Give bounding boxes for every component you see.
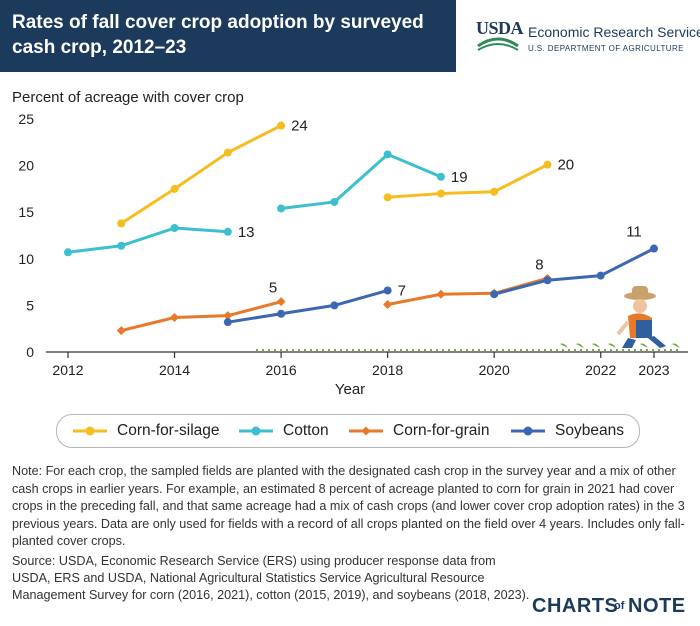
data-point-cotton	[64, 248, 72, 257]
chart-source: Source: USDA, Economic Research Service …	[12, 554, 530, 602]
legend-swatch-cotton	[239, 426, 273, 436]
data-point-soybeans	[543, 276, 552, 285]
data-point-corn-for-grain	[170, 313, 180, 323]
y-tick-label: 25	[18, 111, 34, 127]
data-point-corn-for-grain	[223, 311, 233, 321]
end-label-cotton: 13	[238, 224, 255, 241]
x-tick-label: 2023	[638, 362, 669, 378]
series-lines	[67, 124, 655, 333]
x-tick-label: 2020	[479, 362, 510, 378]
legend-label: Cotton	[283, 422, 329, 439]
legend-label: Corn-for-silage	[117, 422, 220, 439]
end-label-corn-for-grain: 8	[535, 256, 543, 273]
legend-label: Soybeans	[555, 422, 624, 439]
data-point-soybeans	[650, 244, 658, 253]
seedling-row-icon	[256, 343, 680, 351]
agency-name: Economic Research Service	[528, 24, 700, 40]
series-line-corn-for-grain	[120, 300, 282, 333]
end-label-soybeans: 11	[626, 224, 642, 241]
charts-of-note-word-1: CHARTS	[532, 595, 619, 617]
series-line-soybeans	[227, 289, 389, 324]
charts-of-note-word-3: NOTE	[628, 595, 686, 617]
x-axis-ticks: 2012 2014 2016 2018 2020 2022 2023	[52, 352, 670, 378]
data-point-corn-for-grain	[436, 289, 446, 299]
chart-note: Note: For each crop, the sampled fields …	[12, 464, 685, 548]
data-point-soybeans	[490, 290, 499, 299]
data-point-corn-for-grain	[116, 326, 126, 336]
x-tick-label: 2018	[372, 362, 403, 378]
x-axis-label: Year	[335, 381, 365, 398]
data-point-cotton	[436, 172, 445, 181]
data-point-corn-for-silage	[436, 189, 445, 198]
series-line-corn-for-silage	[120, 124, 282, 225]
data-point-soybeans	[596, 271, 605, 280]
legend: Corn-for-silage Cotton Corn-for-grain So…	[56, 414, 640, 448]
data-point-soybeans	[223, 318, 232, 327]
y-axis-label: Percent of acreage with cover crop	[12, 89, 244, 106]
data-point-soybeans	[383, 286, 392, 295]
x-tick-label: 2012	[52, 362, 83, 378]
y-tick-label: 10	[18, 251, 34, 267]
series-line-soybeans	[493, 247, 655, 296]
charts-of-note-word-2: of	[614, 600, 625, 612]
data-point-soybeans	[277, 309, 286, 318]
legend-item-soybeans: Soybeans	[509, 415, 624, 447]
end-labels: 24 20 13 19 5 8 7 11	[238, 118, 642, 300]
y-tick-label: 0	[26, 344, 34, 360]
end-label-corn-for-grain: 5	[269, 280, 277, 297]
chart-area: Percent of acreage with cover crop 0 5 10 1…	[0, 72, 700, 462]
end-label-corn-for-silage: 24	[291, 118, 308, 135]
series-line-corn-for-silage	[387, 163, 549, 199]
legend-label: Corn-for-grain	[393, 422, 490, 439]
y-axis-ticks: 0 5 10 15 20 25	[18, 111, 34, 360]
data-point-cotton	[117, 241, 126, 250]
data-point-cotton	[383, 150, 392, 159]
series-line-cotton	[280, 152, 442, 210]
header: Rates of fall cover crop adoption by sur…	[0, 0, 700, 72]
data-point-corn-for-silage	[117, 219, 126, 228]
title-bar: Rates of fall cover crop adoption by sur…	[0, 0, 456, 72]
data-point-cotton	[223, 227, 232, 236]
data-point-cotton	[277, 204, 286, 213]
legend-swatch-corn-for-grain	[349, 426, 383, 436]
line-chart: Percent of acreage with cover crop 0 5 10 1…	[12, 89, 688, 398]
legend-swatch-soybeans	[511, 426, 545, 436]
data-point-cotton	[170, 224, 179, 233]
data-point-corn-for-silage	[170, 184, 179, 193]
data-point-soybeans	[330, 301, 339, 310]
data-point-corn-for-silage	[223, 148, 232, 157]
chart-title: Rates of fall cover crop adoption by sur…	[12, 12, 424, 58]
usda-logo-icon: USDA	[476, 18, 524, 54]
charts-of-note-logo: CHARTS of NOTE	[532, 592, 692, 620]
usda-mark: USDA	[476, 18, 524, 38]
y-tick-label: 20	[18, 158, 34, 174]
legend-item-corn-for-grain: Corn-for-grain	[347, 415, 489, 447]
x-tick-label: 2014	[159, 362, 190, 378]
data-point-corn-for-silage	[277, 121, 286, 130]
data-point-corn-for-silage	[490, 187, 499, 196]
series-line-cotton	[67, 226, 228, 254]
y-tick-label: 5	[26, 297, 34, 313]
x-tick-label: 2022	[585, 362, 616, 378]
agency-department: U.S. DEPARTMENT OF AGRICULTURE	[528, 44, 684, 53]
y-tick-label: 15	[18, 204, 34, 220]
x-tick-label: 2016	[266, 362, 297, 378]
end-label-corn-for-silage: 20	[557, 157, 574, 174]
series-points	[64, 121, 658, 336]
data-point-corn-for-grain	[383, 299, 393, 309]
legend-item-cotton: Cotton	[237, 415, 329, 447]
legend-swatch-corn-for-silage	[73, 426, 107, 436]
legend-item-corn-for-silage: Corn-for-silage	[71, 415, 220, 447]
data-point-corn-for-grain	[276, 297, 286, 307]
farmer-icon	[616, 286, 666, 348]
farmer-illustration	[256, 286, 680, 351]
series-line-corn-for-grain	[387, 276, 548, 306]
usda-ers-logo: USDA Economic Research Service U.S. DEPA…	[476, 18, 700, 58]
end-label-soybeans: 7	[398, 282, 406, 299]
data-point-corn-for-silage	[543, 160, 552, 169]
data-point-corn-for-silage	[383, 193, 392, 202]
data-point-cotton	[330, 197, 339, 206]
end-label-cotton: 19	[451, 169, 468, 186]
